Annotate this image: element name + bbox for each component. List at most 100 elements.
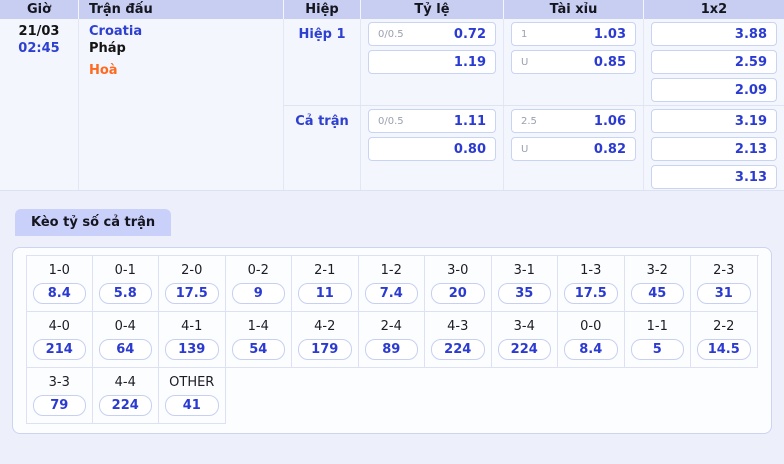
odds-box-hiep1-ou-under[interactable]: U 0.85: [511, 50, 636, 74]
score-odds-button[interactable]: 224: [431, 339, 485, 360]
score-label: 3-2: [646, 263, 668, 278]
odds-value: 0.72: [453, 26, 486, 42]
handicap-label: 1: [521, 28, 528, 40]
hiep1-ty-le-cell: 0/0.5 0.72 1.19: [360, 19, 503, 105]
section-label-hiep1: Hiệp 1: [283, 19, 360, 105]
score-cell: 2-0 17.5: [159, 256, 226, 312]
score-card: 1-0 8.4 0-1 5.8 2-0 17.5 0-2 9 2-1 11 1-2 7.4 3-0 20 3…: [12, 247, 772, 434]
away-team: Pháp: [89, 41, 126, 56]
score-odds-button[interactable]: 31: [697, 283, 751, 304]
score-cell: 3-0 20: [425, 256, 492, 312]
score-cell: 0-1 5.8: [92, 256, 159, 312]
score-grid: 1-0 8.4 0-1 5.8 2-0 17.5 0-2 9 2-1 11 1-2 7.4 3-0 20 3…: [26, 255, 759, 424]
score-label: 4-4: [114, 375, 136, 390]
match-odds-table: Giờ Trận đấu Hiệp Tỷ lệ Tài xỉu 1x2 21/0…: [0, 0, 784, 191]
score-cell: 3-4 224: [491, 312, 558, 368]
score-odds-button[interactable]: 14.5: [697, 339, 751, 360]
odds-value: 0.85: [593, 54, 626, 70]
score-cell: 3-3 79: [26, 368, 93, 424]
score-cell: 2-3 31: [691, 256, 758, 312]
score-label: 1-0: [48, 263, 70, 278]
header-tran-dau: Trận đấu: [78, 0, 283, 19]
score-cell: 4-0 214: [26, 312, 93, 368]
odds-box-hiep1-1[interactable]: 3.88: [651, 22, 777, 46]
score-label: 4-0: [48, 319, 70, 334]
score-odds-button[interactable]: 8.4: [33, 283, 86, 304]
score-odds-button[interactable]: 79: [33, 395, 86, 416]
score-label: 2-4: [380, 319, 402, 334]
score-label: 1-2: [380, 263, 402, 278]
score-label: 2-0: [181, 263, 203, 278]
score-odds-button[interactable]: 224: [98, 395, 152, 416]
score-odds-button[interactable]: 139: [165, 339, 219, 360]
score-label: 0-4: [114, 319, 136, 334]
handicap-label: U: [521, 143, 529, 155]
score-cell: 4-3 224: [425, 312, 492, 368]
score-label: 2-2: [713, 319, 735, 334]
score-odds-button[interactable]: 20: [431, 283, 485, 304]
odds-box-hiep1-ou-over[interactable]: 1 1.03: [511, 22, 636, 46]
score-label: 3-1: [513, 263, 535, 278]
match-teams-cell: Croatia Pháp Hoà: [78, 19, 283, 190]
catran-1x2-cell: 3.19 2.13 3.13: [643, 105, 784, 190]
score-label: 4-2: [314, 319, 336, 334]
odds-box-catran-hdp-over[interactable]: 0/0.5 1.11: [368, 109, 496, 133]
score-cell: 2-4 89: [358, 312, 425, 368]
table-header-row: Giờ Trận đấu Hiệp Tỷ lệ Tài xỉu 1x2: [0, 0, 784, 19]
odds-box-catran-ou-over[interactable]: 2.5 1.06: [511, 109, 636, 133]
score-odds-button[interactable]: 54: [231, 339, 285, 360]
score-label: 1-1: [646, 319, 668, 334]
score-odds-button[interactable]: 5.8: [98, 283, 152, 304]
home-team-link[interactable]: Croatia: [89, 24, 143, 39]
score-odds-button[interactable]: 179: [298, 339, 352, 360]
score-odds-button[interactable]: 35: [497, 283, 551, 304]
score-odds-button[interactable]: 11: [298, 283, 352, 304]
match-time: 02:45: [18, 41, 60, 56]
score-odds-button[interactable]: 214: [33, 339, 86, 360]
odds-value: 0.80: [453, 141, 486, 157]
handicap-label: 2.5: [521, 115, 537, 127]
score-odds-button[interactable]: 89: [364, 339, 418, 360]
score-odds-button[interactable]: 5: [630, 339, 684, 360]
section-label-ca-tran: Cả trận: [283, 105, 360, 190]
score-odds-button[interactable]: 17.5: [165, 283, 219, 304]
odds-box-catran-2[interactable]: 3.13: [651, 165, 777, 189]
odds-box-hiep1-x[interactable]: 2.59: [651, 50, 777, 74]
handicap-label: U: [521, 56, 529, 68]
score-cell: 1-2 7.4: [358, 256, 425, 312]
score-odds-button[interactable]: 7.4: [364, 283, 418, 304]
score-odds-button[interactable]: 64: [98, 339, 152, 360]
score-row: 4-0 214 0-4 64 4-1 139 1-4 54 4-2 179 2-4 89 4-3 224 3…: [26, 312, 759, 368]
score-label: 3-3: [48, 375, 70, 390]
odds-box-hiep1-hdp-over[interactable]: 0/0.5 0.72: [368, 22, 496, 46]
score-cell: 0-2 9: [225, 256, 292, 312]
score-odds-button[interactable]: 224: [497, 339, 551, 360]
odds-box-catran-x[interactable]: 2.13: [651, 137, 777, 161]
draw-label: Hoà: [89, 63, 118, 78]
score-label: 0-0: [580, 319, 602, 334]
odds-box-catran-ou-under[interactable]: U 0.82: [511, 137, 636, 161]
match-date: 21/03: [18, 24, 60, 39]
odds-value: 0.82: [593, 141, 626, 157]
header-tai-xiu: Tài xỉu: [503, 0, 643, 19]
score-label: 3-0: [447, 263, 469, 278]
score-label: 1-4: [247, 319, 269, 334]
score-odds-button[interactable]: 17.5: [564, 283, 618, 304]
odds-box-catran-hdp-under[interactable]: 0.80: [368, 137, 496, 161]
score-odds-button[interactable]: 41: [165, 395, 219, 416]
odds-box-hiep1-2[interactable]: 2.09: [651, 78, 777, 102]
hiep1-1x2-cell: 3.88 2.59 2.09: [643, 19, 784, 105]
odds-box-hiep1-hdp-under[interactable]: 1.19: [368, 50, 496, 74]
score-cell: 0-4 64: [92, 312, 159, 368]
odds-value: 2.13: [734, 141, 767, 157]
score-odds-button[interactable]: 9: [231, 283, 285, 304]
odds-box-catran-1[interactable]: 3.19: [651, 109, 777, 133]
tab-correct-score[interactable]: Kèo tỷ số cả trận: [15, 209, 172, 236]
score-odds-button[interactable]: 8.4: [564, 339, 618, 360]
odds-value: 2.59: [734, 54, 767, 70]
odds-value: 1.03: [593, 26, 626, 42]
odds-value: 3.88: [734, 26, 767, 42]
score-odds-button[interactable]: 45: [630, 283, 684, 304]
score-label: 2-1: [314, 263, 336, 278]
